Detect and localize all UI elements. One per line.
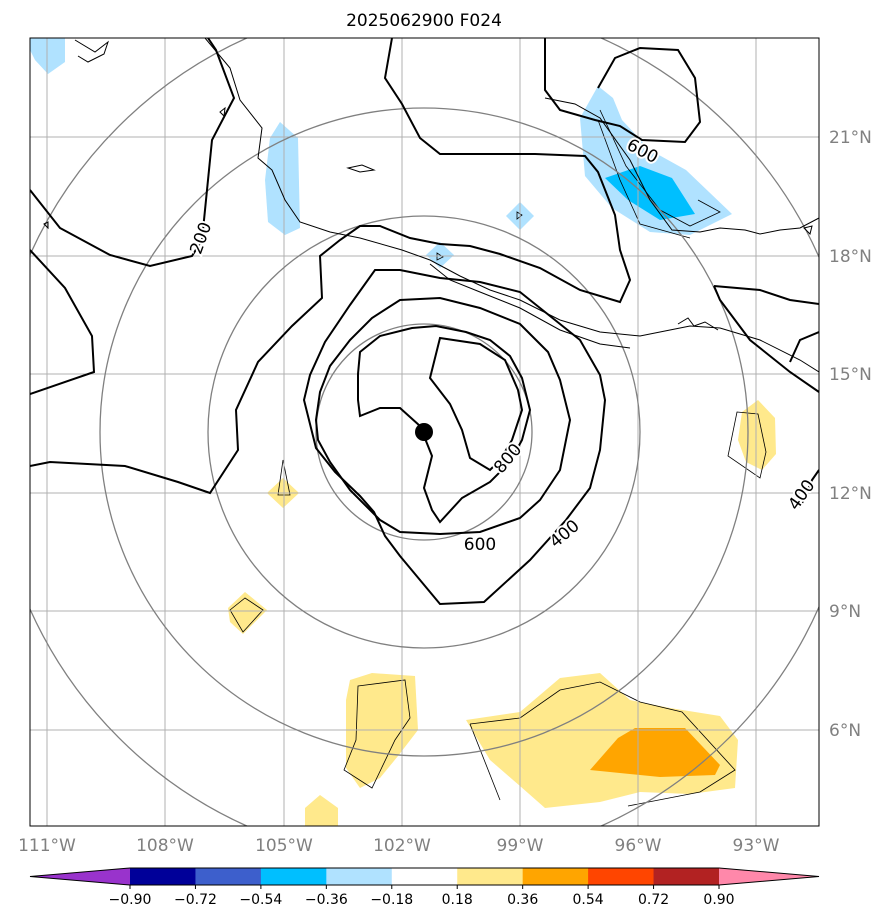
lat-label: 12°N <box>829 484 872 504</box>
map-title: 2025062900 F024 <box>346 11 502 31</box>
longitude-labels: 111°W 108°W 105°W 102°W 99°W 96°W 93°W <box>18 836 780 856</box>
map-area: 200 600 800 400 600 400 <box>30 38 819 826</box>
colorbar-tick-label: 0.90 <box>703 892 734 908</box>
colorbar-extend-max <box>719 868 819 885</box>
lon-label: 102°W <box>373 836 431 856</box>
lon-label: 105°W <box>255 836 313 856</box>
colorbar-segment <box>457 868 524 885</box>
colorbar-segment <box>522 868 589 885</box>
lon-label: 99°W <box>497 836 544 856</box>
colorbar-segment <box>653 868 720 885</box>
range-rings <box>30 38 819 826</box>
lat-label: 15°N <box>829 365 872 385</box>
lon-label: 96°W <box>615 836 662 856</box>
colorbar-segment <box>326 868 393 885</box>
colorbar-tick-label: −0.36 <box>305 892 348 908</box>
colorbar-segment <box>260 868 327 885</box>
colorbar-tick-label: −0.18 <box>370 892 413 908</box>
storm-center-marker <box>415 423 433 441</box>
contour-label-600-south: 600 <box>464 535 496 555</box>
negative-shading <box>30 38 732 268</box>
lat-label: 9°N <box>829 602 861 622</box>
colorbar-tick-label: 0.72 <box>638 892 669 908</box>
map-frame <box>29 37 820 827</box>
shading-outlines <box>229 109 767 807</box>
colorbar-tick-label: 0.18 <box>442 892 473 908</box>
lon-label: 93°W <box>733 836 780 856</box>
colorbar-extend-min <box>30 868 130 885</box>
colorbar-tick-label: −0.90 <box>109 892 152 908</box>
colorbar-segment <box>130 868 196 885</box>
colorbar: −0.90 −0.72 −0.54 −0.36 −0.18 0.18 0.36 0.54 0.7… <box>29 867 820 908</box>
latitude-labels: 21°N 18°N 15°N 12°N 9°N 6°N <box>829 128 872 741</box>
lat-label: 6°N <box>829 721 861 741</box>
colorbar-segment <box>391 868 458 885</box>
colorbar-tick-label: 0.54 <box>573 892 604 908</box>
colorbar-segment <box>588 868 655 885</box>
positive-shading <box>228 400 776 826</box>
colorbar-tick-label: 0.36 <box>507 892 538 908</box>
colorbar-segment <box>195 868 262 885</box>
graticule <box>30 38 819 826</box>
lat-label: 18°N <box>829 247 872 267</box>
colorbar-tick-label: −0.54 <box>239 892 282 908</box>
lon-label: 111°W <box>18 836 76 856</box>
colorbar-tick-label: −0.72 <box>174 892 217 908</box>
contours <box>30 38 819 606</box>
lon-label: 108°W <box>136 836 194 856</box>
lat-label: 21°N <box>829 128 872 148</box>
